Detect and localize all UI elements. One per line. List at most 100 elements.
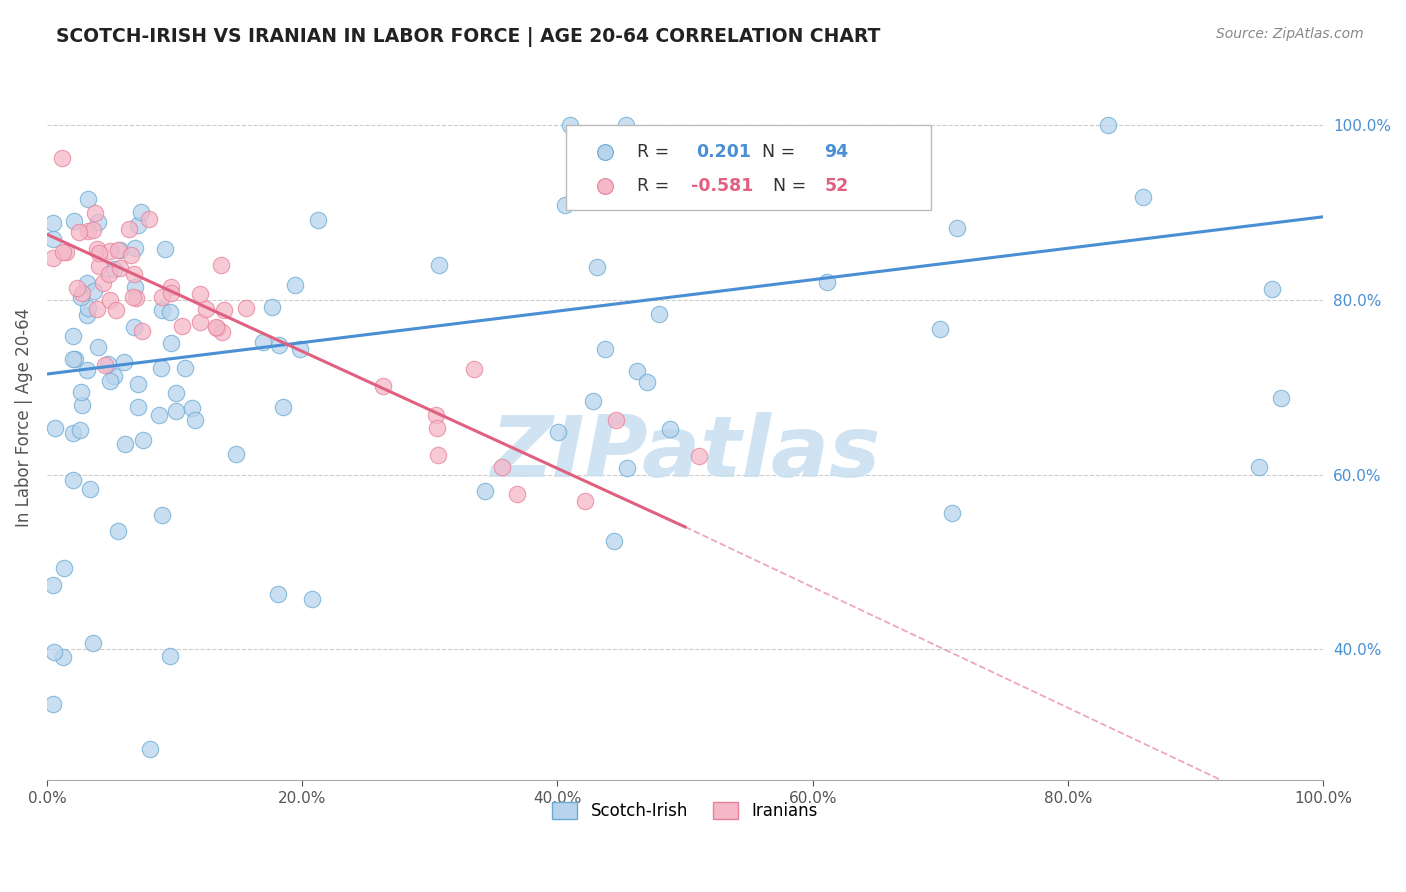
Point: [558, 118, 581, 132]
Point: [547, 425, 569, 439]
Point: [83, 284, 105, 298]
Point: [173, 360, 195, 375]
Text: N =: N =: [751, 143, 801, 161]
Text: N =: N =: [762, 178, 811, 195]
Point: [131, 433, 153, 447]
Point: [122, 319, 145, 334]
Point: [648, 307, 671, 321]
Point: [150, 303, 173, 318]
Point: [602, 533, 624, 548]
Point: [76, 301, 98, 315]
Point: [1097, 118, 1119, 132]
Point: [127, 376, 149, 391]
Point: [76, 308, 98, 322]
Point: [108, 243, 131, 257]
Point: [586, 260, 609, 274]
Point: [593, 342, 616, 356]
Point: [668, 132, 690, 146]
Text: SCOTCH-IRISH VS IRANIAN IN LABOR FORCE | AGE 20-64 CORRELATION CHART: SCOTCH-IRISH VS IRANIAN IN LABOR FORCE |…: [56, 27, 880, 46]
Point: [110, 260, 132, 275]
Text: 52: 52: [824, 178, 848, 195]
Point: [131, 324, 153, 338]
Point: [150, 508, 173, 522]
Point: [66, 281, 89, 295]
Point: [425, 408, 447, 422]
Point: [688, 450, 710, 464]
Point: [87, 245, 110, 260]
Point: [636, 376, 658, 390]
Point: [69, 290, 91, 304]
Text: 94: 94: [824, 143, 848, 161]
Point: [114, 437, 136, 451]
Point: [184, 413, 207, 427]
Point: [211, 326, 233, 340]
Text: R =: R =: [637, 143, 675, 161]
Text: R =: R =: [637, 178, 675, 195]
Point: [205, 320, 228, 334]
Point: [53, 561, 76, 575]
Point: [165, 386, 187, 401]
Point: [62, 328, 84, 343]
Point: [63, 214, 86, 228]
Point: [82, 223, 104, 237]
Point: [62, 352, 84, 367]
Point: [593, 234, 616, 248]
Point: [1247, 459, 1270, 474]
Point: [86, 302, 108, 317]
Point: [491, 460, 513, 475]
Text: 0.201: 0.201: [696, 143, 752, 161]
Point: [284, 278, 307, 293]
Point: [103, 261, 125, 276]
Point: [626, 364, 648, 378]
Point: [579, 190, 602, 204]
Point: [103, 368, 125, 383]
Point: [212, 303, 235, 318]
Point: [98, 268, 121, 282]
Point: [150, 360, 173, 375]
Point: [72, 398, 94, 412]
Point: [127, 400, 149, 414]
Point: [593, 276, 616, 290]
Point: [70, 384, 93, 399]
Point: [122, 290, 145, 304]
Point: [165, 404, 187, 418]
Point: [138, 211, 160, 226]
Point: [120, 247, 142, 261]
Point: [815, 275, 838, 289]
Point: [84, 205, 107, 219]
Point: [127, 219, 149, 233]
Text: ZIPatlas: ZIPatlas: [489, 412, 880, 495]
Text: -0.581: -0.581: [692, 178, 754, 195]
Point: [124, 241, 146, 255]
Point: [225, 447, 247, 461]
Point: [69, 423, 91, 437]
Point: [159, 285, 181, 300]
Point: [252, 335, 274, 350]
Point: [82, 636, 104, 650]
Point: [67, 225, 90, 239]
Point: [260, 300, 283, 314]
Point: [44, 420, 66, 434]
Point: [52, 245, 75, 260]
Point: [605, 413, 627, 427]
Point: [117, 222, 139, 236]
Point: [301, 591, 323, 606]
Point: [79, 482, 101, 496]
Point: [941, 506, 963, 520]
Point: [87, 215, 110, 229]
Point: [124, 280, 146, 294]
Point: [170, 318, 193, 333]
Point: [582, 393, 605, 408]
Text: Source: ZipAtlas.com: Source: ZipAtlas.com: [1216, 27, 1364, 41]
Point: [42, 698, 65, 712]
Point: [205, 320, 228, 334]
Point: [86, 242, 108, 256]
Point: [129, 205, 152, 219]
Point: [554, 198, 576, 212]
Point: [1260, 281, 1282, 295]
Point: [159, 648, 181, 663]
Point: [98, 374, 121, 388]
Point: [1132, 190, 1154, 204]
Point: [70, 285, 93, 300]
Point: [76, 363, 98, 377]
